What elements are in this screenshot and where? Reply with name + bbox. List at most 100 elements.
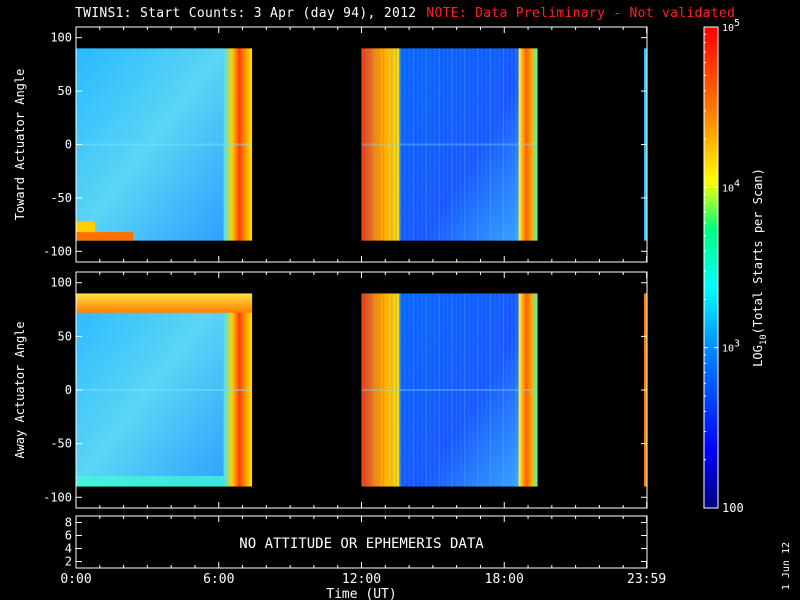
heatmap-stripe bbox=[400, 293, 402, 487]
y-tick-label: -50 bbox=[50, 437, 72, 451]
heatmap-stripe bbox=[412, 293, 414, 487]
heatmap-stripe bbox=[459, 48, 461, 241]
heatmap-high-edge bbox=[76, 293, 253, 313]
heatmap-stripe bbox=[387, 293, 389, 487]
y-tick-label: 4 bbox=[65, 542, 72, 556]
heatmap-top bbox=[76, 48, 647, 241]
heatmap-stripe bbox=[451, 293, 453, 487]
heatmap-zero-band bbox=[76, 143, 253, 146]
heatmap-stripe bbox=[425, 293, 427, 487]
heatmap-stripe bbox=[361, 48, 363, 241]
heatmap-stripe bbox=[378, 48, 380, 241]
heatmap-stripe bbox=[391, 48, 393, 241]
heatmap-stripe bbox=[481, 48, 483, 241]
axes-layer bbox=[75, 26, 719, 569]
heatmap-stripe bbox=[400, 48, 402, 241]
heatmap-stripe bbox=[468, 48, 470, 241]
colorbar bbox=[704, 27, 718, 508]
heatmap-stripe bbox=[489, 48, 491, 241]
heatmap-band bbox=[399, 48, 519, 241]
heatmap-stripe bbox=[485, 293, 487, 487]
heatmap-stripe bbox=[515, 293, 517, 487]
heatmap-band bbox=[361, 293, 400, 487]
y-tick-label: 6 bbox=[65, 529, 72, 543]
heatmap-stripe bbox=[494, 48, 496, 241]
heatmap-stripe bbox=[391, 293, 393, 487]
colorbar-tick-label: 104 bbox=[722, 178, 740, 194]
heatmap-stripe bbox=[511, 48, 513, 241]
heatmap-stripe bbox=[468, 293, 470, 487]
x-tick-label: 0:00 bbox=[60, 572, 91, 587]
heatmap-stripe bbox=[365, 293, 367, 487]
heatmap-stripe bbox=[489, 293, 491, 487]
heatmap-middle bbox=[76, 293, 647, 487]
heatmap-stripe bbox=[451, 48, 453, 241]
heatmap-stripe bbox=[442, 293, 444, 487]
heatmap-stripe bbox=[459, 293, 461, 487]
y-tick-label: -100 bbox=[43, 244, 72, 258]
heatmap-stripe bbox=[511, 293, 513, 487]
heatmap-stripe bbox=[481, 293, 483, 487]
heatmap-stripe bbox=[455, 293, 457, 487]
heatmap-stripe bbox=[378, 293, 380, 487]
heatmap-stripe bbox=[395, 293, 397, 487]
heatmap-stripe bbox=[425, 48, 427, 241]
heatmap-stripe bbox=[477, 48, 479, 241]
heatmap-stripe bbox=[515, 48, 517, 241]
heatmap-stripe bbox=[370, 293, 372, 487]
heatmap-band bbox=[399, 293, 519, 487]
heatmap-stripe bbox=[408, 293, 410, 487]
heatmap-stripe bbox=[382, 48, 384, 241]
heatmap-low-edge bbox=[76, 232, 134, 241]
heatmap-stripe bbox=[404, 293, 406, 487]
heatmap-stripe bbox=[434, 48, 436, 241]
title-line: TWINS1: Start Counts: 3 Apr (day 94), 20… bbox=[75, 6, 735, 21]
x-tick-label: 18:00 bbox=[485, 572, 524, 587]
heatmap-zero-band bbox=[76, 389, 253, 391]
colorbar-tick-label: 100 bbox=[722, 501, 744, 515]
heatmap-stripe bbox=[382, 293, 384, 487]
heatmap-stripe bbox=[421, 48, 423, 241]
heatmap-stripe bbox=[464, 48, 466, 241]
no-data-message: NO ATTITUDE OR EPHEMERIS DATA bbox=[239, 536, 484, 552]
heatmap-stripe bbox=[464, 293, 466, 487]
heatmap-stripe bbox=[447, 293, 449, 487]
y-tick-label: -50 bbox=[50, 191, 72, 205]
heatmap-stripe bbox=[430, 48, 432, 241]
colorbar-label: LOG10(Total Starts per Scan) bbox=[751, 168, 769, 367]
heatmap-low-edge bbox=[76, 475, 224, 487]
y-tick-label: 100 bbox=[50, 31, 72, 45]
heatmap-stripe bbox=[455, 48, 457, 241]
heatmap-low-edge bbox=[76, 221, 96, 233]
heatmap-stripe bbox=[438, 293, 440, 487]
heatmap-stripe bbox=[404, 48, 406, 241]
y-tick-label: 8 bbox=[65, 516, 72, 530]
data-layer bbox=[76, 27, 718, 508]
y-tick-label: 2 bbox=[65, 555, 72, 569]
heatmap-stripe bbox=[408, 48, 410, 241]
heatmap-stripe bbox=[472, 293, 474, 487]
heatmap-stripe bbox=[365, 48, 367, 241]
colorbar-tick-label: 103 bbox=[722, 339, 740, 355]
y-axis-label: Away Actuator Angle bbox=[13, 321, 27, 458]
colorbar-frame bbox=[703, 26, 719, 509]
heatmap-stripe bbox=[387, 48, 389, 241]
y-tick-label: 100 bbox=[50, 276, 72, 290]
heatmap-stripe bbox=[442, 48, 444, 241]
heatmap-stripe bbox=[507, 48, 509, 241]
y-axis-label: Toward Actuator Angle bbox=[13, 69, 27, 221]
colorbar-tick-label: 105 bbox=[722, 18, 740, 34]
heatmap-stripe bbox=[430, 293, 432, 487]
heatmap-stripe bbox=[494, 293, 496, 487]
heatmap-stripe bbox=[477, 293, 479, 487]
heatmap-stripe bbox=[438, 48, 440, 241]
heatmap-stripe bbox=[507, 293, 509, 487]
x-tick-label: 12:00 bbox=[342, 572, 381, 587]
heatmap-stripe bbox=[434, 293, 436, 487]
heatmap-band bbox=[361, 48, 400, 241]
heatmap-stripe bbox=[502, 48, 504, 241]
heatmap-zero-band bbox=[361, 143, 538, 146]
heatmap-stripe bbox=[498, 48, 500, 241]
y-tick-label: 50 bbox=[58, 84, 72, 98]
heatmap-stripe bbox=[412, 48, 414, 241]
